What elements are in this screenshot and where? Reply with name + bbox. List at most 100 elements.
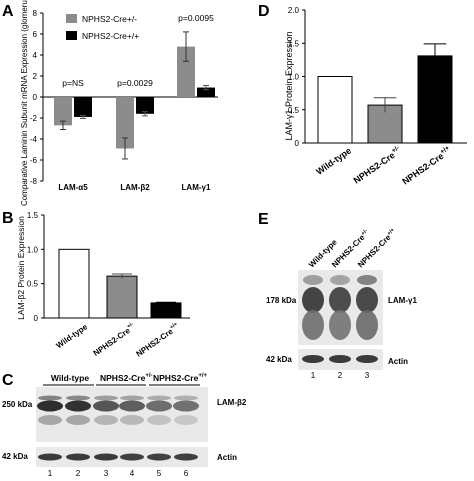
a-bar xyxy=(74,97,92,117)
panel-a: A Comparative Laminin Subunit mRNA Expre… xyxy=(2,0,218,206)
b-category-label: NPHS2-Cre+/- xyxy=(91,321,137,358)
b-y-tick-label: 1.0 xyxy=(27,245,39,254)
panel-b-letter: B xyxy=(2,210,14,227)
a-y-tick-label: -8 xyxy=(30,177,38,186)
e-upper-band xyxy=(302,287,324,313)
c-upper-faint-band xyxy=(94,395,118,401)
d-y-tick-label: 0 xyxy=(295,139,300,148)
a-y-tick-label: 8 xyxy=(33,9,38,18)
c-upper-smear-band xyxy=(174,415,198,425)
c-upper-smear-band xyxy=(147,415,171,425)
e-upper-smear-band xyxy=(356,310,378,340)
a-y-tick-label: 4 xyxy=(33,51,38,60)
legend-label-het: NPHS2-Cre+/- xyxy=(82,14,137,24)
c-lane-number: 5 xyxy=(157,469,162,478)
d-y-tick-label: 0.5 xyxy=(288,106,300,115)
c-upper-faint-band xyxy=(66,395,90,401)
blot-c-headers: Wild-type NPHS2-Cre+/- NPHS2-Cre+/+ xyxy=(43,373,208,386)
panel-d-letter: D xyxy=(258,3,270,20)
blot-e-upper-bands xyxy=(302,275,378,340)
legend-label-hom: NPHS2-Cre+/+ xyxy=(82,31,139,41)
e-upper-band xyxy=(356,287,378,313)
a-bar xyxy=(177,46,195,97)
c-upper-band xyxy=(119,400,145,412)
c-upper-faint-band xyxy=(174,395,198,401)
blot-c-label-upper: LAM-β2 xyxy=(217,398,247,407)
e-lane-number: 1 xyxy=(311,371,316,380)
blot-e-kda-actin: 42 kDa xyxy=(266,355,292,364)
b-y-tick-label: 1.5 xyxy=(27,211,39,220)
a-p-value: p=0.0029 xyxy=(117,78,153,88)
d-y-tick-label: 1.5 xyxy=(288,39,300,48)
d-category-label: NPHS2-Cre+/+ xyxy=(400,145,454,187)
a-bar xyxy=(197,87,215,97)
panel-a-legend: NPHS2-Cre+/- NPHS2-Cre+/+ xyxy=(66,14,139,41)
panel-d: D LAM-γ1 Protein Expression 0 0.5 1.0 1.5 2.… xyxy=(258,3,467,187)
blot-c-actin-bands xyxy=(38,453,198,461)
e-lane-number: 2 xyxy=(338,371,343,380)
e-actin-band xyxy=(356,355,378,363)
e-upper-band xyxy=(329,287,351,313)
b-category-label: Wild-type xyxy=(55,322,90,350)
blot-e-kda-upper: 178 kDa xyxy=(266,296,297,305)
e-upper-faint-band xyxy=(357,275,377,285)
blot-c-kda-actin: 42 kDa xyxy=(2,452,28,461)
e-upper-smear-band xyxy=(302,310,324,340)
panel-c-letter: C xyxy=(2,372,14,389)
blot-c-label-actin: Actin xyxy=(217,453,237,462)
a-y-tick-label: -6 xyxy=(30,156,38,165)
panel-b-plot: 0 0.5 1.0 1.5 Wild-type NPHS2-Cre+/-NPHS2-Cre… xyxy=(27,211,190,359)
a-y-tick-label: 2 xyxy=(33,72,38,81)
a-category-label: LAM-α5 xyxy=(58,183,88,192)
blot-e-lane-numbers: 1 2 3 xyxy=(311,371,370,380)
a-bar xyxy=(54,97,72,126)
a-bar xyxy=(116,97,134,149)
b-y-tick-label: 0.5 xyxy=(27,280,39,289)
c-actin-band xyxy=(38,453,62,461)
a-y-tick-label: 6 xyxy=(33,30,38,39)
legend-swatch-het xyxy=(66,14,77,23)
panel-b-ylabel: LAM-β2 Protein Expression xyxy=(16,216,26,320)
c-upper-smear-band xyxy=(94,415,118,425)
blot-c-header-hom: NPHS2-Cre+/+ xyxy=(153,373,208,383)
a-category-label: LAM-β2 xyxy=(120,183,150,192)
c-upper-band xyxy=(65,400,91,412)
c-upper-faint-band xyxy=(147,395,171,401)
d-category-label: Wild-type xyxy=(314,145,353,176)
c-lane-number: 1 xyxy=(48,469,53,478)
blot-c-kda-upper: 250 kDa xyxy=(2,400,33,409)
d-y-tick-label: 2.0 xyxy=(288,6,300,15)
a-p-value: p=0.0095 xyxy=(178,13,214,23)
blot-c-lane-numbers: 1 2 3 4 5 6 xyxy=(48,469,189,478)
panel-e-letter: E xyxy=(258,211,269,228)
d-y-tick-label: 1.0 xyxy=(288,73,300,82)
c-upper-band xyxy=(37,400,63,412)
blot-c-upper-bands xyxy=(37,395,199,425)
blot-e-label-actin: Actin xyxy=(388,357,408,366)
blot-e-headers: Wild-type NPHS2-Cre+/- NPHS2-Cre+/+ xyxy=(307,227,396,269)
legend-swatch-hom xyxy=(66,31,77,40)
e-upper-smear-band xyxy=(329,310,351,340)
c-upper-band xyxy=(146,400,172,412)
c-lane-number: 2 xyxy=(76,469,81,478)
b-bar xyxy=(106,275,138,319)
d-category-label: NPHS2-Cre+/- xyxy=(351,145,403,186)
e-actin-band xyxy=(329,355,351,363)
b-category-label: NPHS2-Cre+/+ xyxy=(134,321,181,358)
c-actin-band xyxy=(66,453,90,461)
e-actin-band xyxy=(302,355,324,363)
a-bar xyxy=(136,97,154,114)
panel-a-letter: A xyxy=(2,3,14,20)
c-upper-band xyxy=(93,400,119,412)
c-actin-band xyxy=(94,453,118,461)
panel-a-ylabel: Comparative Laminin Subunit mRNA Express… xyxy=(20,0,29,206)
blot-e-label-upper: LAM-γ1 xyxy=(388,296,417,305)
a-y-tick-label: 0 xyxy=(33,93,38,102)
c-upper-smear-band xyxy=(120,415,144,425)
blot-e-actin-bands xyxy=(302,355,378,363)
b-bar xyxy=(150,302,182,319)
panel-e: E Wild-type NPHS2-Cre+/- NPHS2-Cre+/+ 17… xyxy=(258,211,417,380)
panel-d-ylabel: LAM-γ1 Protein Expression xyxy=(284,31,294,140)
panel-b: B LAM-β2 Protein Expression 0 0.5 1.0 1.5 Wi… xyxy=(2,210,190,359)
